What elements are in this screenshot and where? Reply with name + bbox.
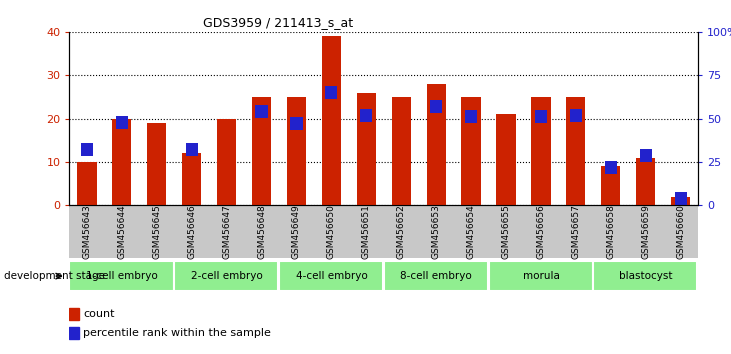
- Bar: [287, 97, 306, 205]
- Text: GDS3959 / 211413_s_at: GDS3959 / 211413_s_at: [202, 16, 353, 29]
- Bar: [671, 197, 690, 205]
- FancyBboxPatch shape: [279, 261, 383, 291]
- Bar: [531, 97, 550, 205]
- Bar: [360, 109, 372, 122]
- Text: morula: morula: [523, 271, 559, 281]
- Bar: [357, 93, 376, 205]
- Bar: [636, 158, 655, 205]
- Bar: [113, 119, 132, 205]
- FancyBboxPatch shape: [384, 261, 488, 291]
- Bar: [640, 149, 652, 161]
- Text: percentile rank within the sample: percentile rank within the sample: [83, 328, 271, 338]
- Bar: [567, 97, 586, 205]
- Bar: [675, 192, 686, 205]
- Bar: [69, 327, 79, 339]
- Bar: [322, 36, 341, 205]
- Bar: [605, 161, 617, 174]
- Bar: [69, 308, 79, 320]
- Bar: [465, 110, 477, 123]
- FancyBboxPatch shape: [174, 261, 279, 291]
- Text: 4-cell embryo: 4-cell embryo: [295, 271, 367, 281]
- Bar: [427, 84, 446, 205]
- Bar: [601, 166, 621, 205]
- FancyBboxPatch shape: [488, 261, 593, 291]
- Bar: [535, 110, 547, 123]
- Bar: [77, 162, 96, 205]
- Text: count: count: [83, 309, 115, 319]
- Bar: [115, 115, 128, 129]
- Text: 2-cell embryo: 2-cell embryo: [191, 271, 262, 281]
- Bar: [325, 86, 338, 99]
- Bar: [182, 153, 201, 205]
- FancyBboxPatch shape: [594, 261, 697, 291]
- Text: blastocyst: blastocyst: [619, 271, 673, 281]
- Bar: [186, 143, 198, 156]
- Bar: [392, 97, 411, 205]
- Bar: [217, 119, 236, 205]
- Bar: [252, 97, 271, 205]
- Bar: [569, 109, 582, 122]
- Bar: [147, 123, 167, 205]
- Bar: [461, 97, 481, 205]
- Text: 8-cell embryo: 8-cell embryo: [401, 271, 472, 281]
- Bar: [496, 114, 515, 205]
- Bar: [430, 100, 442, 113]
- Bar: [81, 143, 93, 156]
- Text: development stage: development stage: [4, 271, 105, 281]
- Bar: [255, 105, 268, 118]
- Text: 1-cell embryo: 1-cell embryo: [86, 271, 158, 281]
- Bar: [290, 117, 303, 130]
- FancyBboxPatch shape: [69, 261, 173, 291]
